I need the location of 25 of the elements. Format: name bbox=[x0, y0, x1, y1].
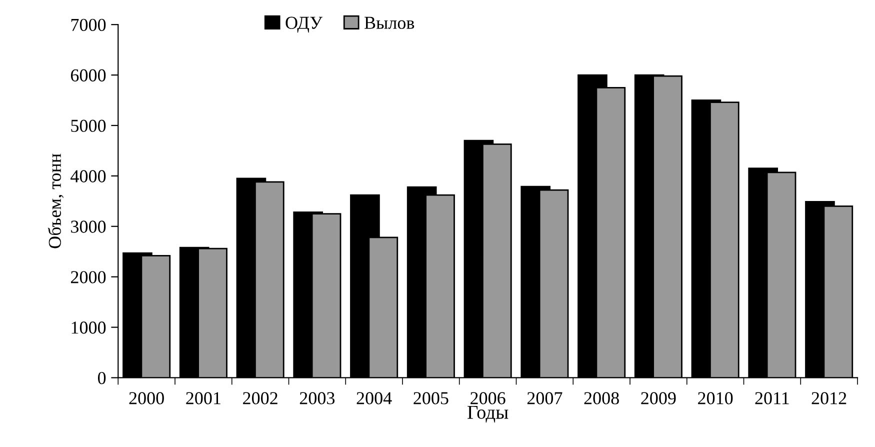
x-tick-label: 2001 bbox=[186, 392, 220, 404]
y-tick-label: 2000 bbox=[71, 271, 106, 284]
x-tick-label: 2010 bbox=[698, 392, 733, 404]
y-tick-label: 0 bbox=[98, 372, 106, 384]
x-tick-label: 2002 bbox=[243, 392, 278, 404]
x-tick-label: 2008 bbox=[584, 392, 619, 404]
x-tick-label: 2003 bbox=[300, 392, 335, 404]
y-tick-label: 7000 bbox=[71, 18, 106, 32]
x-tick-label: 2006 bbox=[470, 392, 506, 404]
y-tick-label: 4000 bbox=[70, 170, 106, 182]
y-tick-label: 1000 bbox=[72, 322, 106, 334]
x-tick-label: 2009 bbox=[641, 392, 676, 404]
x-tick-label: 2005 bbox=[414, 392, 448, 404]
x-tick-label: 2012 bbox=[812, 392, 846, 404]
y-tick-label: 6000 bbox=[70, 69, 106, 82]
x-axis-title: Годы bbox=[468, 406, 508, 422]
y-tick-label: 3000 bbox=[71, 220, 106, 233]
legend-label: Вылов bbox=[364, 16, 414, 29]
x-tick-label: 2007 bbox=[527, 392, 562, 404]
y-tick-label: 5000 bbox=[71, 120, 106, 132]
x-tick-label: 2011 bbox=[755, 392, 789, 404]
x-tick-label: 2000 bbox=[129, 392, 164, 404]
x-tick-label: 2004 bbox=[356, 392, 392, 404]
y-axis-title: Объем, тонн bbox=[48, 154, 64, 248]
legend-label: ОДУ bbox=[286, 16, 322, 33]
